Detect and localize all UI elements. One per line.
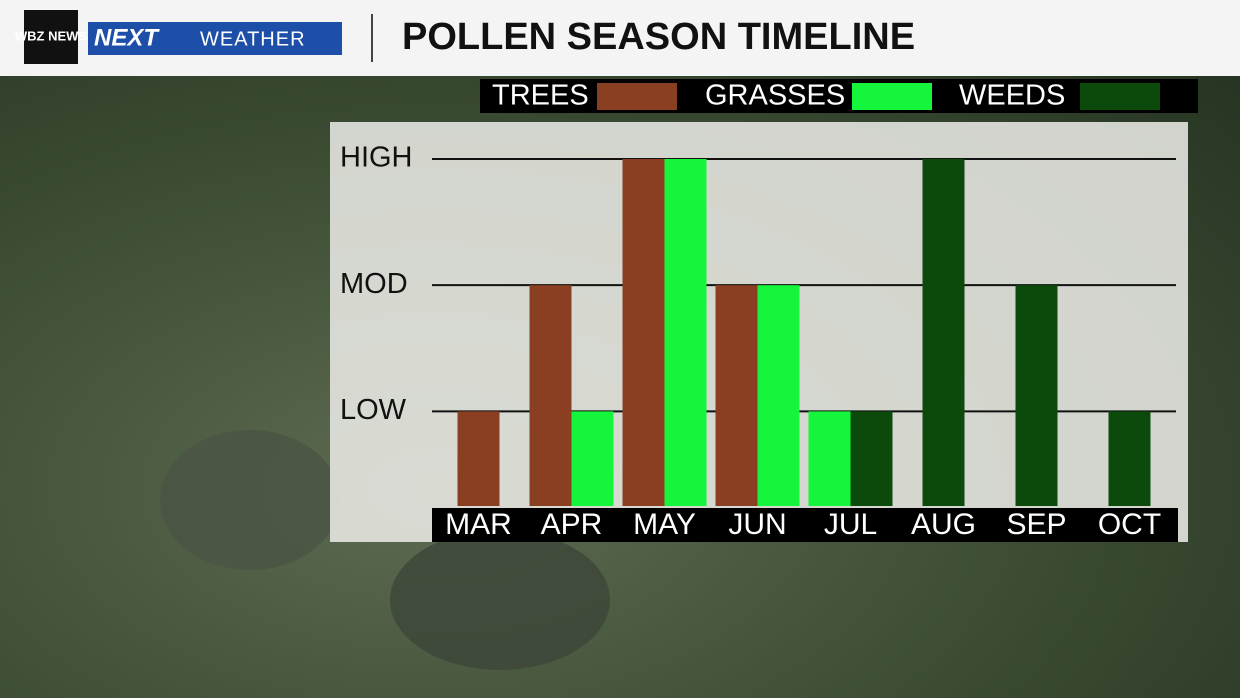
legend-swatch: [1080, 83, 1160, 110]
x-tick-label: MAY: [633, 508, 696, 541]
bar: [664, 159, 707, 506]
x-tick-label: JUN: [728, 508, 786, 541]
legend-swatch: [852, 83, 932, 110]
bar: [457, 411, 500, 506]
y-tick-label: HIGH: [340, 142, 413, 174]
x-tick-label: AUG: [911, 508, 976, 541]
x-tick-label: SEP: [1006, 508, 1066, 541]
logo-box: [24, 10, 78, 64]
legend-label: WEEDS: [959, 80, 1065, 112]
legend-swatch: [597, 83, 677, 110]
bar: [622, 159, 665, 506]
chart-title: POLLEN SEASON TIMELINE: [402, 16, 915, 58]
legend-label: GRASSES: [705, 80, 845, 112]
x-axis-strip: [432, 508, 1178, 542]
x-tick-label: JUL: [824, 508, 877, 541]
plot: LOW MOD HIGH MAR APR MAY JUN JUL AUG SEP OCT TREES G…: [340, 80, 1176, 541]
bar: [1108, 411, 1151, 506]
brand-next: NEXT: [94, 24, 160, 51]
thistle: [390, 530, 610, 670]
bar: [808, 411, 851, 506]
brand-box: [88, 22, 342, 55]
bar: [850, 411, 893, 506]
thistle: [160, 430, 340, 570]
y-tick-label: LOW: [340, 394, 407, 426]
y-tick-label: MOD: [340, 268, 408, 300]
bar: [1015, 285, 1058, 506]
x-tick-label: OCT: [1098, 508, 1161, 541]
bar: [571, 411, 614, 506]
x-tick-label: MAR: [445, 508, 512, 541]
x-tick-label: APR: [541, 508, 603, 541]
bar: [715, 285, 758, 506]
legend-label: TREES: [492, 80, 589, 112]
logo: WBZ NEWS: [15, 28, 88, 43]
brand-weather: WEATHER: [200, 28, 306, 50]
bar: [922, 159, 965, 506]
bar: [757, 285, 800, 506]
bar: [529, 285, 572, 506]
